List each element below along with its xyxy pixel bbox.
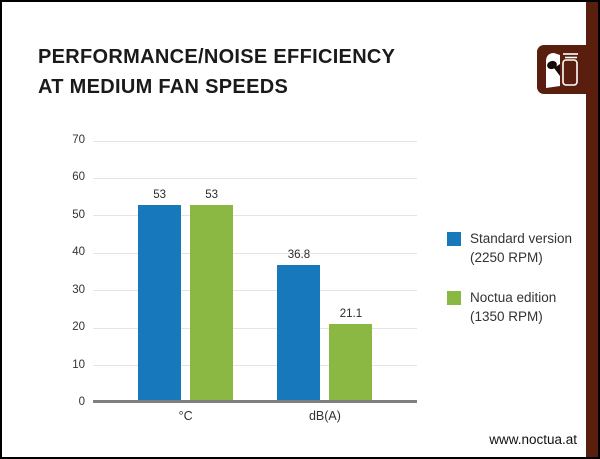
legend-label-1: Noctua edition (1350 RPM) — [470, 288, 556, 326]
legend-item-0: Standard version (2250 RPM) — [447, 229, 582, 267]
gridline — [93, 140, 417, 142]
x-axis-category-label: °C — [178, 409, 193, 423]
brand-edge-bar — [586, 2, 598, 457]
plot-area: 53 53 °C 36.8 21.1 dB(A) — [93, 140, 417, 423]
website-url: www.noctua.at — [489, 432, 577, 447]
chart-legend: Standard version (2250 RPM) Noctua edition… — [447, 229, 582, 347]
y-axis-tick-label: 60 — [72, 171, 85, 184]
bar-value-label: 21.1 — [339, 308, 363, 321]
legend-label-line: Standard version — [470, 231, 573, 246]
legend-label-line: Noctua edition — [470, 290, 557, 305]
bar-dB(A)-series-0 — [277, 265, 321, 400]
legend-swatch-1 — [447, 291, 461, 305]
bar-°C-series-0 — [138, 204, 182, 400]
gridline — [93, 365, 417, 367]
gridline — [93, 290, 417, 292]
y-axis-tick-label: 20 — [72, 321, 85, 334]
noctua-owl-icon — [546, 52, 578, 88]
legend-label-line: (2250 RPM) — [470, 250, 543, 265]
gridline — [93, 215, 417, 217]
gridline — [93, 252, 417, 254]
x-axis-category-label: dB(A) — [308, 409, 341, 423]
bar-°C-series-1 — [190, 204, 234, 400]
y-axis-tick-label: 40 — [72, 246, 85, 259]
legend-item-1: Noctua edition (1350 RPM) — [447, 288, 582, 326]
legend-label-0: Standard version (2250 RPM) — [470, 229, 572, 267]
x-axis-baseline — [93, 400, 417, 403]
y-axis-tick-label: 30 — [72, 283, 85, 296]
page-title: PERFORMANCE/NOISE EFFICIENCY AT MEDIUM F… — [38, 42, 395, 102]
gridline — [93, 327, 417, 329]
y-axis-tick-label: 50 — [72, 208, 85, 221]
bar-value-label: 53 — [153, 188, 167, 201]
legend-label-line: (1350 RPM) — [470, 309, 543, 324]
page-title-line1: PERFORMANCE/NOISE EFFICIENCY — [38, 46, 396, 68]
legend-swatch-0 — [447, 232, 461, 246]
y-axis-tick-label: 10 — [72, 358, 85, 371]
bar-value-label: 53 — [205, 188, 219, 201]
noctua-logo — [537, 45, 587, 94]
bar-dB(A)-series-1 — [329, 324, 373, 400]
y-axis-tick-label: 0 — [78, 396, 85, 408]
bar-value-label: 36.8 — [287, 249, 311, 262]
page-title-line2: AT MEDIUM FAN SPEEDS — [38, 76, 289, 98]
gridline — [93, 177, 417, 179]
y-axis-tick-label: 70 — [72, 134, 85, 146]
